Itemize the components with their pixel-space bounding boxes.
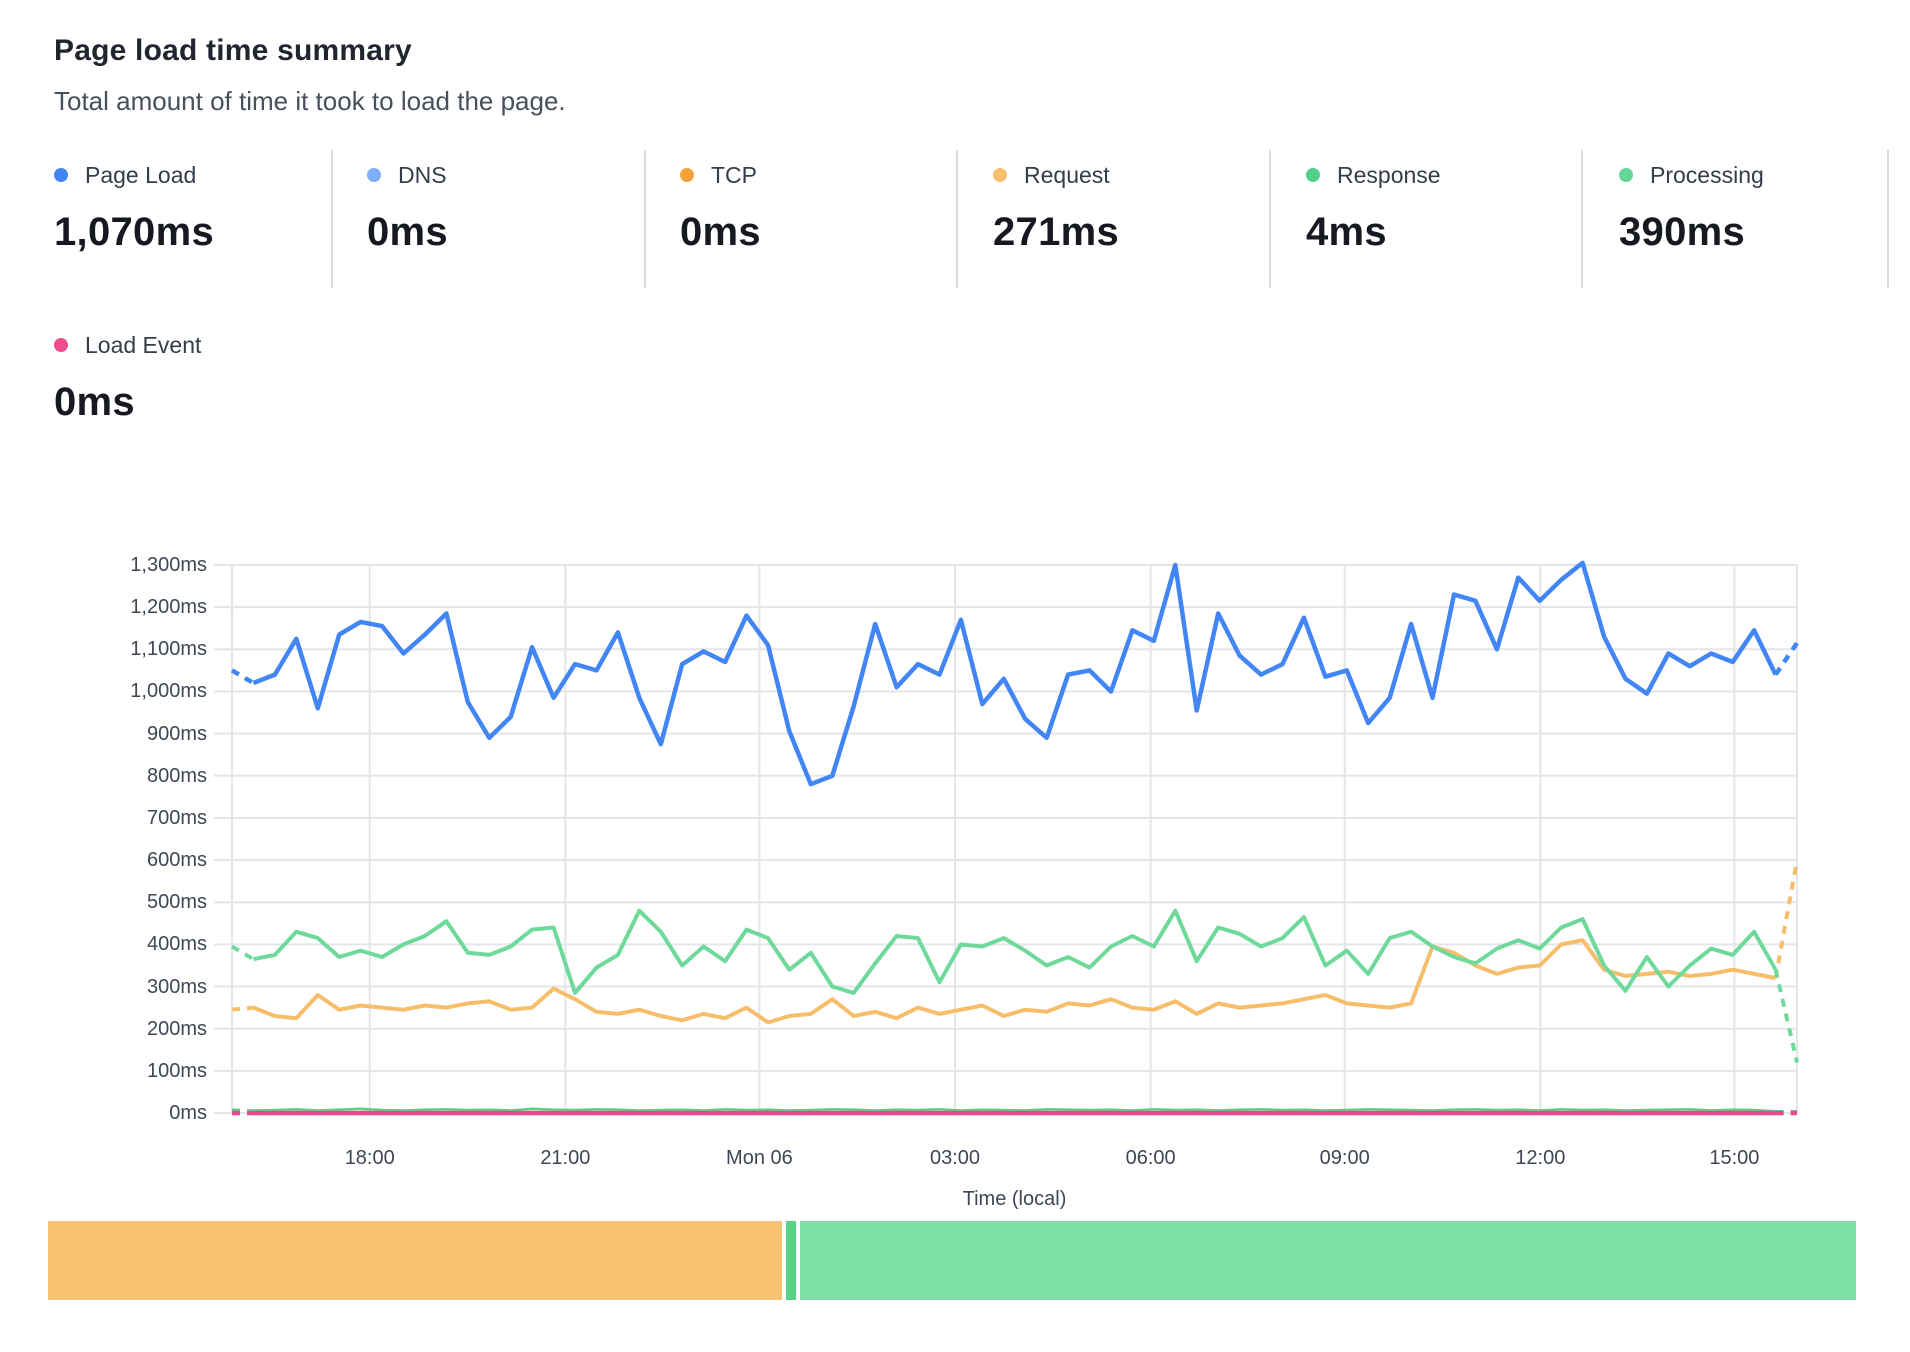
- metric-column-divider: [1581, 150, 1583, 288]
- metric-column-divider: [331, 150, 333, 288]
- metric-value: 0ms: [680, 210, 761, 254]
- metric-value: 1,070ms: [54, 210, 215, 254]
- metric-dot-icon: [367, 168, 381, 182]
- y-axis-label: 1,000ms: [130, 680, 207, 703]
- metric-column-divider: [956, 150, 958, 288]
- metric-load-event: Load Event 0ms: [54, 330, 354, 425]
- x-axis-label: 09:00: [1319, 1147, 1370, 1169]
- request-line-trailing-dash: [1773, 859, 1799, 979]
- response-line: [253, 1107, 1776, 1113]
- y-axis-label: 100ms: [146, 1059, 207, 1082]
- metric-label: Response: [1337, 161, 1441, 188]
- metric-label: TCP: [711, 161, 757, 188]
- y-axis-label: 0ms: [169, 1102, 207, 1124]
- processing-line: [253, 908, 1778, 995]
- metric-column-divider: [1269, 150, 1271, 288]
- metric-value: 271ms: [993, 210, 1120, 254]
- bar-segment-processing: [800, 1221, 1856, 1300]
- metric-label: DNS: [398, 161, 447, 188]
- metric-label: Request: [1024, 161, 1110, 188]
- metric-dot-icon: [1306, 168, 1320, 182]
- metric-value: 0ms: [54, 380, 135, 424]
- x-axis-label: 21:00: [540, 1147, 591, 1169]
- metric-label: Processing: [1650, 161, 1764, 188]
- metric-value: 0ms: [367, 210, 448, 254]
- metric-response: Response 4ms: [1306, 160, 1606, 255]
- page-load-line-trailing-dash: [1773, 641, 1799, 676]
- x-axis-label: Mon 06: [726, 1147, 793, 1169]
- bar-segment-response: [785, 1221, 797, 1300]
- x-axis-label: 12:00: [1515, 1147, 1566, 1169]
- response-line-leading-dash: [231, 1108, 254, 1112]
- request-line: [252, 938, 1776, 1025]
- y-axis-label: 700ms: [146, 806, 207, 829]
- x-axis-label: 06:00: [1125, 1147, 1176, 1169]
- page-load-line: [252, 560, 1778, 787]
- y-axis-label: 1,300ms: [130, 554, 207, 576]
- processing-line-leading-dash: [230, 944, 255, 961]
- y-axis-label: 200ms: [146, 1017, 207, 1040]
- metric-dns: DNS 0ms: [367, 160, 667, 255]
- request-line-leading-dash: [231, 1005, 254, 1012]
- metric-request: Request 271ms: [993, 160, 1293, 255]
- metric-dot-icon: [680, 168, 694, 182]
- metric-processing: Processing 390ms: [1619, 160, 1910, 255]
- bar-segment-request: [48, 1221, 782, 1300]
- metric-label: Page Load: [85, 161, 197, 188]
- page-subtitle: Total amount of time it took to load the…: [54, 86, 566, 116]
- metric-dot-icon: [54, 168, 68, 182]
- x-axis-label: 03:00: [929, 1147, 981, 1169]
- metric-value: 390ms: [1619, 210, 1746, 254]
- y-axis-label: 1,200ms: [130, 596, 207, 619]
- metric-page-load: Page Load 1,070ms: [54, 160, 354, 255]
- y-axis-label: 500ms: [146, 891, 207, 914]
- metric-value: 4ms: [1306, 210, 1387, 254]
- y-axis-label: 600ms: [146, 849, 207, 872]
- metric-column-divider: [1887, 150, 1889, 288]
- metric-label: Load Event: [85, 331, 202, 358]
- metric-dot-icon: [1619, 168, 1633, 182]
- y-axis-label: 300ms: [146, 975, 207, 998]
- y-axis-label: 900ms: [146, 722, 207, 745]
- x-axis-label: 18:00: [344, 1147, 395, 1169]
- metric-column-divider: [644, 150, 646, 288]
- y-axis-label: 400ms: [146, 933, 207, 956]
- load-breakdown-bar: [48, 1221, 1856, 1300]
- page-title: Page load time summary: [54, 34, 412, 67]
- metric-dot-icon: [993, 168, 1007, 182]
- processing-line-trailing-dash: [1773, 969, 1799, 1063]
- y-axis-label: 1,100ms: [130, 638, 207, 661]
- x-axis-title: Time (local): [962, 1188, 1067, 1210]
- y-axis-label: 800ms: [146, 764, 207, 787]
- load-event-dot-icon: [54, 338, 68, 352]
- x-axis-label: 15:00: [1709, 1147, 1760, 1169]
- metric-tcp: TCP 0ms: [680, 160, 980, 255]
- page-load-line-leading-dash: [230, 668, 255, 685]
